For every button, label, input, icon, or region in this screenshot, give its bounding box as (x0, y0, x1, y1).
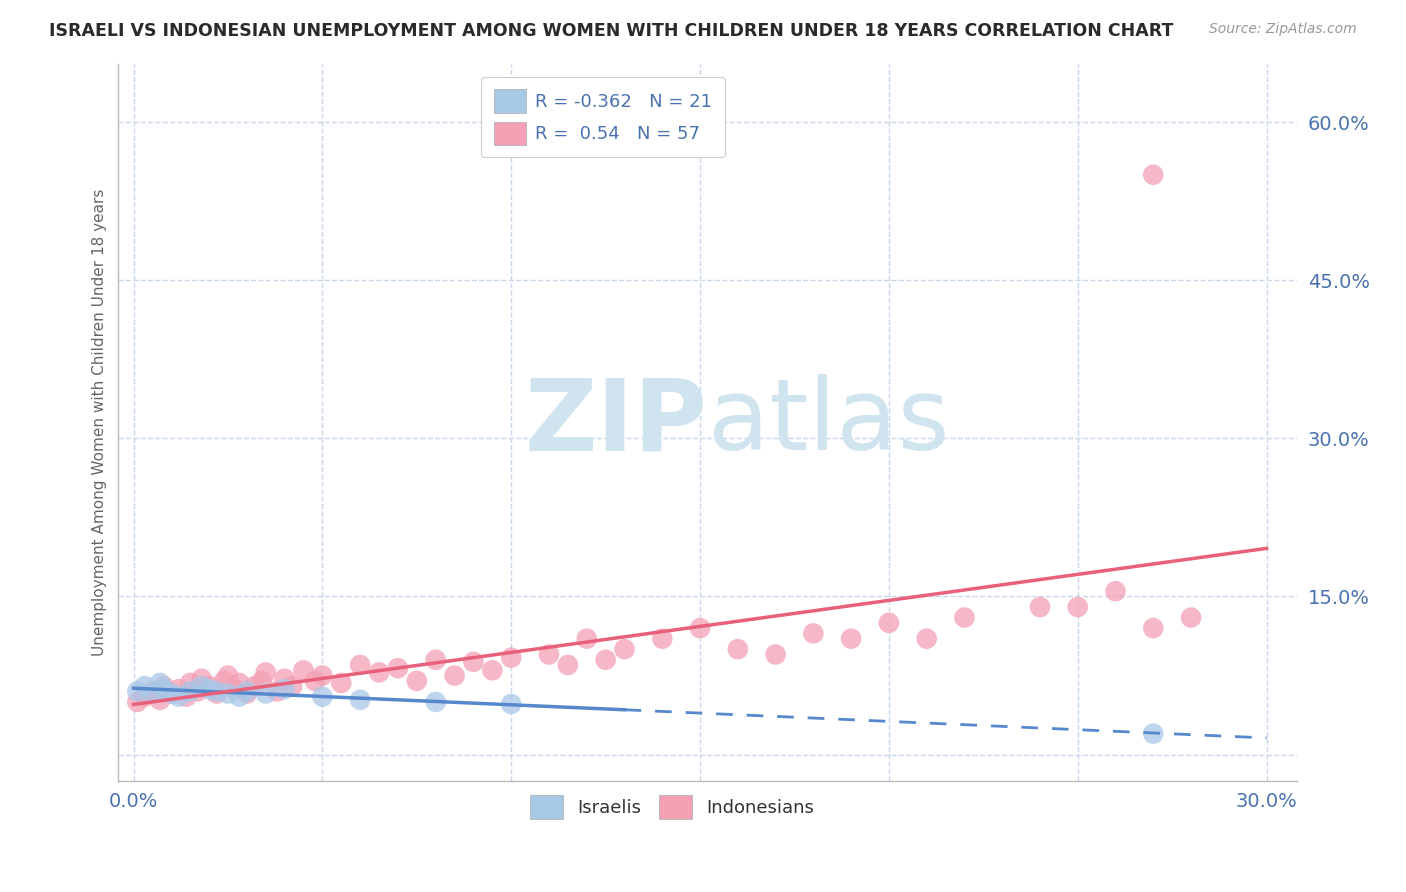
Point (311, 690, 333, 704)
Point (127, 695, 149, 709)
Text: atlas: atlas (707, 374, 949, 471)
Point (179, 676, 201, 690)
Point (228, 676, 250, 690)
Point (160, 686, 183, 700)
Point (501, 650, 523, 665)
Point (134, 679, 156, 693)
Point (217, 686, 239, 700)
Point (198, 682, 221, 697)
Point (236, 686, 259, 700)
Point (575, 632, 598, 646)
Point (190, 679, 212, 693)
Point (198, 679, 221, 693)
Point (179, 684, 201, 698)
Point (149, 693, 172, 707)
Point (537, 648, 560, 662)
Point (727, 642, 749, 657)
Point (225, 682, 247, 697)
Point (651, 632, 673, 646)
Point (167, 690, 190, 704)
Point (273, 672, 295, 686)
Point (425, 653, 447, 667)
Point (292, 663, 315, 677)
Point (304, 673, 326, 688)
Text: ISRAELI VS INDONESIAN UNEMPLOYMENT AMONG WOMEN WITH CHILDREN UNDER 18 YEARS CORR: ISRAELI VS INDONESIAN UNEMPLOYMENT AMONG… (49, 22, 1174, 40)
Legend: Israelis, Indonesians: Israelis, Indonesians (523, 789, 821, 826)
Point (190, 672, 212, 686)
Point (205, 684, 228, 698)
Point (953, 610, 976, 624)
Point (481, 663, 503, 677)
Point (801, 626, 824, 640)
Point (281, 679, 304, 693)
Point (368, 665, 391, 680)
Point (167, 682, 190, 697)
Point (149, 676, 172, 690)
Point (212, 673, 235, 688)
Point (1142, 726, 1164, 740)
Point (1104, 584, 1126, 599)
Point (160, 686, 183, 700)
Point (877, 615, 900, 630)
Point (425, 695, 447, 709)
Point (595, 653, 617, 667)
Point (443, 668, 465, 682)
Point (405, 673, 427, 688)
Point (141, 684, 163, 698)
Point (463, 655, 485, 669)
Point (915, 632, 938, 646)
Point (217, 668, 239, 682)
Point (1067, 600, 1090, 615)
Point (501, 697, 523, 711)
Point (243, 679, 266, 693)
Point (236, 684, 259, 698)
Point (765, 648, 787, 662)
Point (689, 621, 711, 635)
Point (152, 679, 174, 693)
Point (349, 693, 371, 707)
Point (205, 686, 228, 700)
Point (250, 673, 273, 688)
Point (387, 661, 409, 675)
Point (266, 684, 288, 698)
Point (839, 632, 862, 646)
Point (1142, 621, 1164, 635)
Point (176, 690, 198, 704)
Point (228, 690, 250, 704)
Point (311, 668, 333, 682)
Point (557, 658, 579, 673)
Point (1029, 600, 1052, 615)
Text: ZIP: ZIP (524, 374, 707, 471)
Point (1180, 610, 1202, 624)
Point (330, 676, 353, 690)
Point (349, 658, 371, 673)
Point (613, 642, 636, 657)
Text: Source: ZipAtlas.com: Source: ZipAtlas.com (1209, 22, 1357, 37)
Point (187, 684, 209, 698)
Point (1142, 168, 1164, 182)
Point (134, 690, 156, 704)
Point (141, 686, 163, 700)
Point (127, 684, 149, 698)
Point (254, 665, 277, 680)
Point (273, 682, 295, 697)
Point (152, 682, 174, 697)
Point (254, 686, 277, 700)
Y-axis label: Unemployment Among Women with Children Under 18 years: Unemployment Among Women with Children U… (93, 189, 107, 657)
